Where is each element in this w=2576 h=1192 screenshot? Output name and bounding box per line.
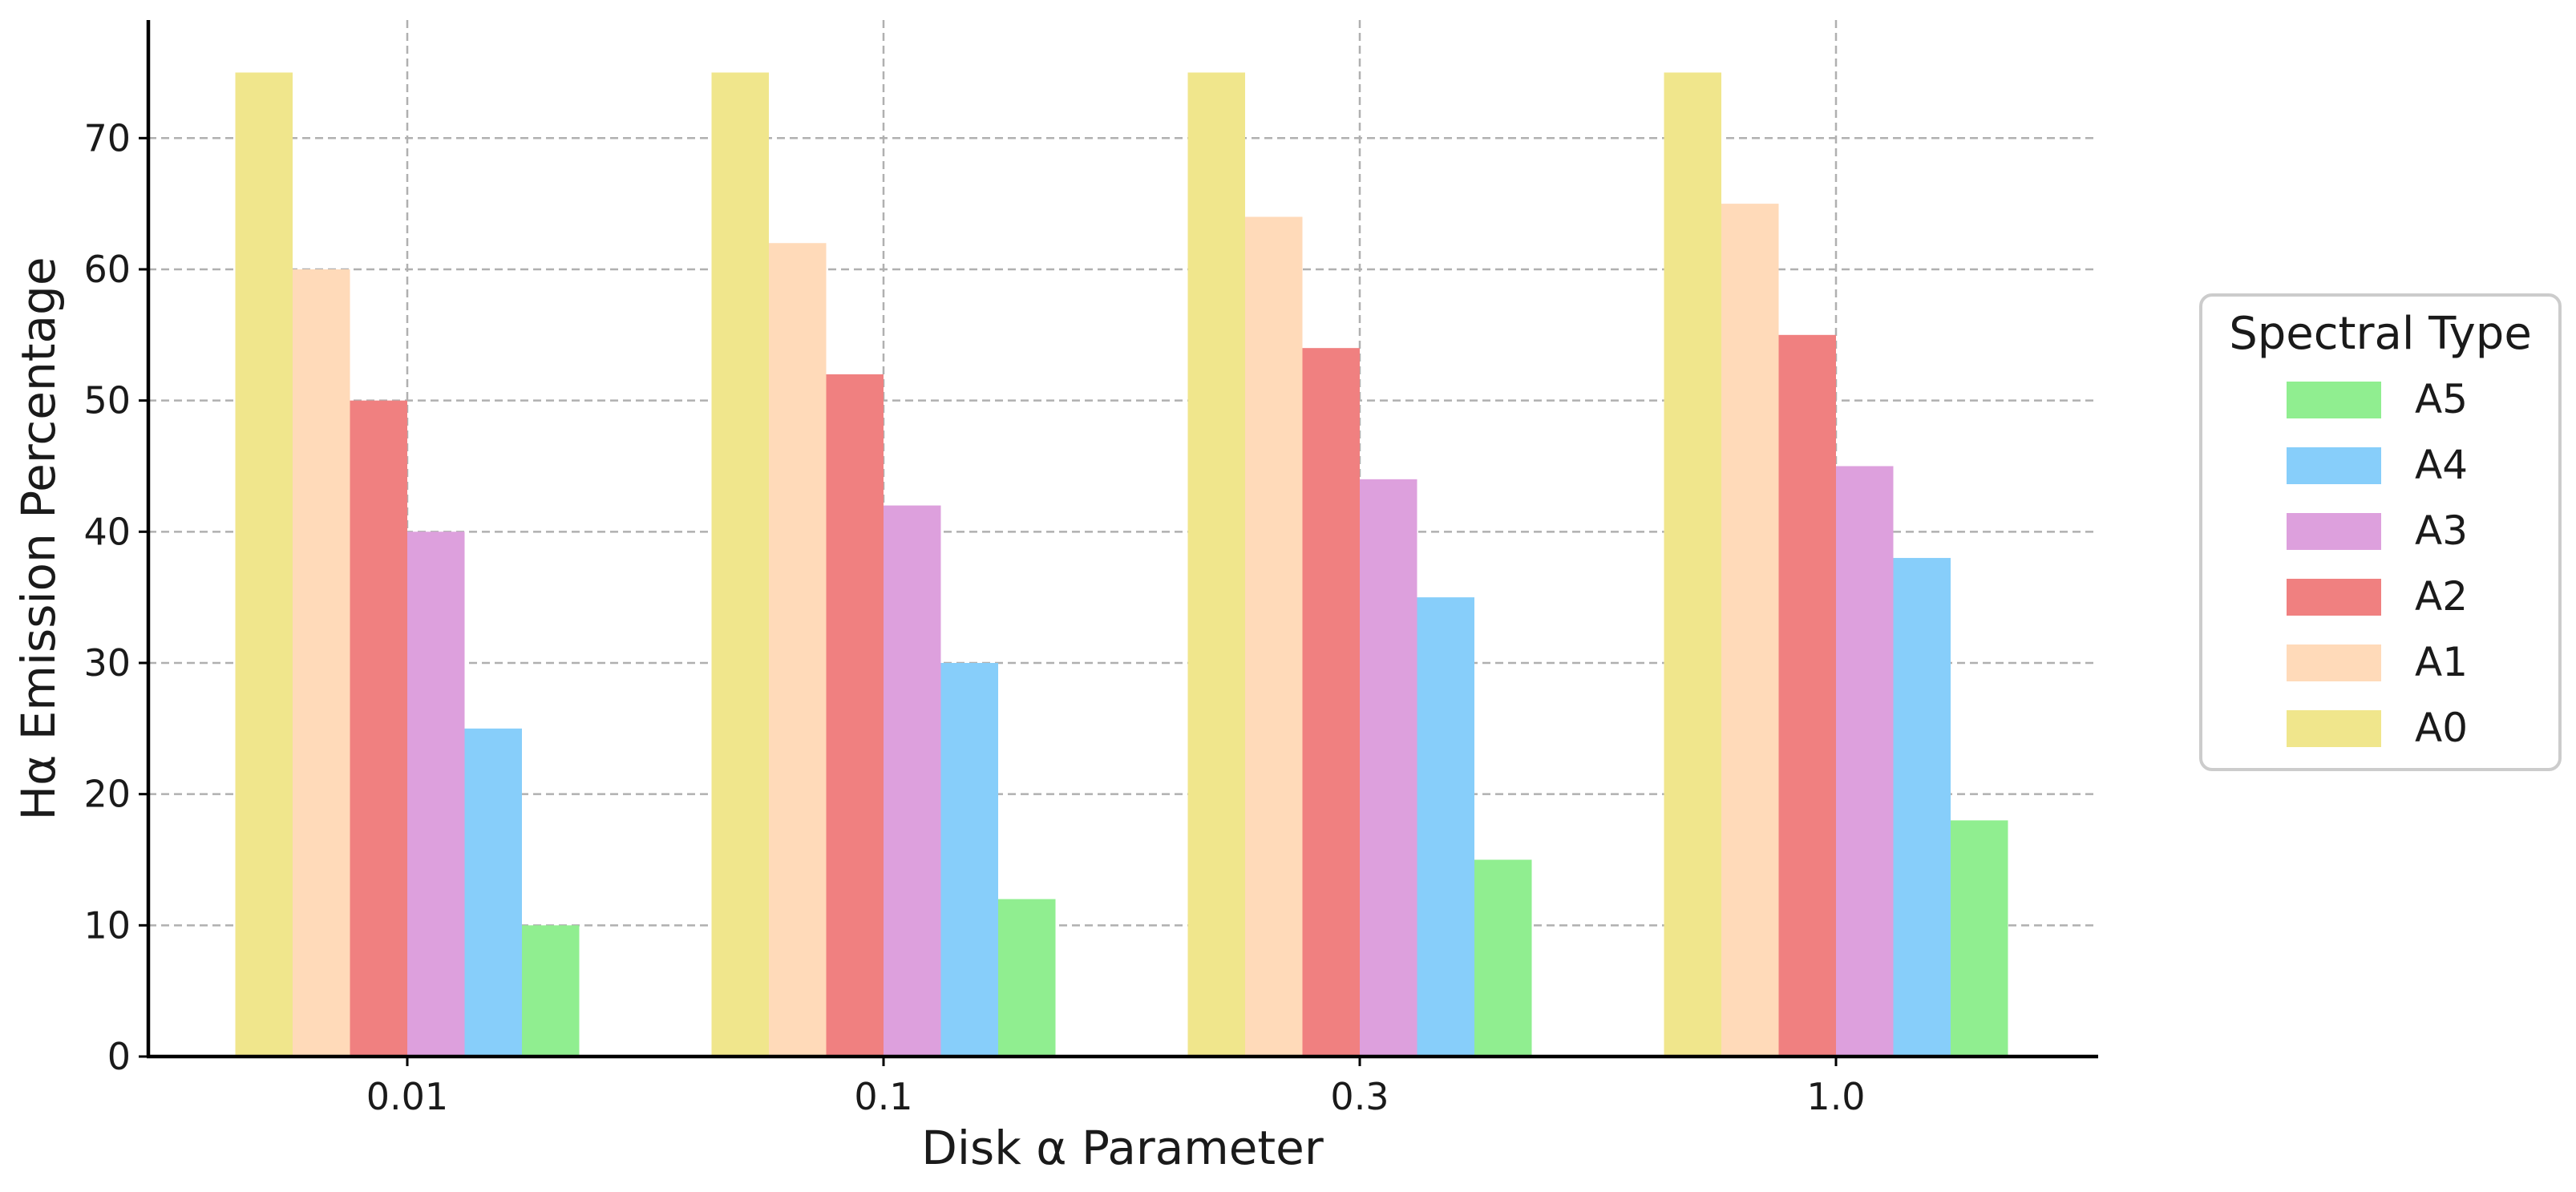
legend: Spectral Type A5 A4 A3 A2 A1 A0 [2199, 293, 2562, 771]
x-tick-label: 0.3 [1330, 1075, 1389, 1118]
legend-title: Spectral Type [2229, 308, 2532, 360]
bar-a0-1.0 [1664, 72, 1721, 1057]
bar-a3-0.01 [407, 531, 465, 1057]
legend-swatch-a5 [2287, 382, 2381, 418]
x-axis-title: Disk α Parameter [921, 1121, 1324, 1175]
legend-label-a2: A2 [2415, 573, 2468, 620]
x-tick-label: 0.1 [854, 1075, 912, 1118]
legend-label-a4: A4 [2415, 442, 2468, 488]
y-tick-label: 10 [83, 903, 131, 947]
legend-label-a1: A1 [2415, 639, 2468, 685]
legend-swatch-a0 [2287, 710, 2381, 747]
y-tick-label: 50 [83, 379, 131, 422]
bar-a2-1.0 [1778, 334, 1836, 1057]
y-tick-label: 20 [83, 773, 131, 816]
bar-a1-0.1 [769, 243, 827, 1057]
legend-label-a0: A0 [2415, 705, 2468, 751]
axes [146, 20, 2098, 1059]
legend-swatch-a1 [2287, 644, 2381, 681]
bar-a3-0.1 [884, 505, 941, 1057]
x-tick-label: 0.01 [366, 1075, 448, 1118]
bar-a5-1.0 [1951, 820, 2008, 1057]
bar-a5-0.01 [522, 925, 580, 1057]
y-tick-label: 30 [83, 641, 131, 685]
y-tick-label: 40 [83, 510, 131, 553]
bar-a5-0.3 [1474, 859, 1532, 1057]
legend-label-a5: A5 [2415, 376, 2468, 422]
bar-a4-0.3 [1417, 597, 1474, 1057]
bar-a3-1.0 [1836, 466, 1894, 1057]
bar-a5-0.1 [998, 899, 1056, 1057]
bar-a0-0.1 [711, 72, 769, 1057]
bar-a0-0.3 [1187, 72, 1245, 1057]
bar-a2-0.01 [350, 400, 407, 1057]
y-tick-label: 0 [107, 1035, 131, 1078]
bar-a0-0.01 [235, 72, 293, 1057]
bar-a1-1.0 [1721, 204, 1779, 1057]
y-tick-label: 70 [83, 116, 131, 160]
tick-labels: 0 10 20 30 40 50 60 70 0.01 0.1 0.3 1.0 [83, 116, 1865, 1118]
bar-a1-0.3 [1245, 216, 1303, 1057]
bar-a2-0.1 [826, 374, 884, 1057]
bar-a2-0.3 [1302, 348, 1360, 1057]
bar-a3-0.3 [1360, 479, 1417, 1057]
bar-a4-0.1 [940, 662, 998, 1057]
legend-label-a3: A3 [2415, 507, 2468, 554]
legend-items: A5 A4 A3 A2 A1 A0 [2287, 376, 2468, 751]
y-tick-label: 60 [83, 248, 131, 291]
legend-swatch-a4 [2287, 447, 2381, 484]
y-axis-title: Hα Emission Percentage [11, 257, 66, 820]
bar-a4-0.01 [464, 728, 522, 1057]
bar-a4-1.0 [1893, 558, 1951, 1057]
legend-swatch-a3 [2287, 513, 2381, 550]
x-tick-label: 1.0 [1806, 1075, 1865, 1118]
bars [235, 72, 2008, 1057]
legend-swatch-a2 [2287, 579, 2381, 616]
bar-a1-0.01 [293, 269, 350, 1057]
